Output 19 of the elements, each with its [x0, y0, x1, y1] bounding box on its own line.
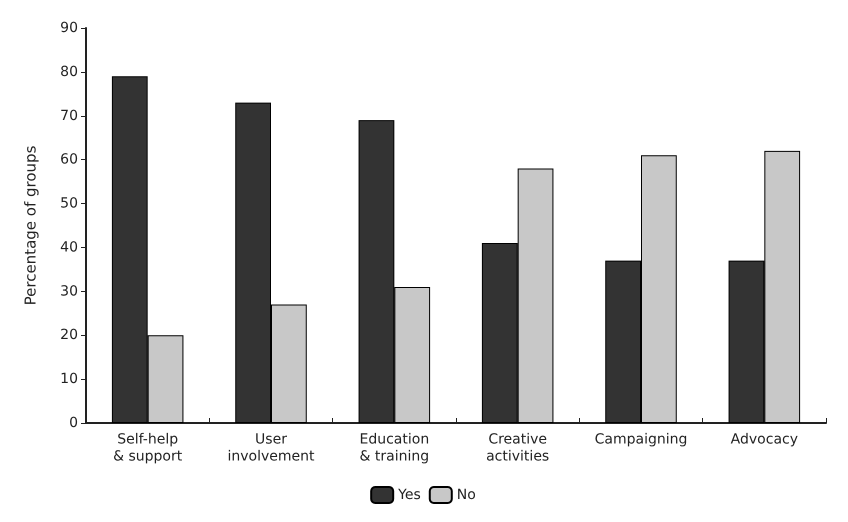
- y-tick-label: 40: [60, 239, 78, 256]
- legend-label: No: [456, 487, 476, 503]
- x-tick-label: Self-help & support: [113, 432, 183, 464]
- y-tick-label: 90: [60, 20, 78, 36]
- y-tick-label: 70: [60, 108, 78, 124]
- x-tick-label: Education & training: [359, 432, 430, 464]
- y-tick-label: 0: [69, 415, 78, 431]
- x-tick-label: User involvement: [227, 432, 316, 464]
- y-tick-label: 80: [60, 64, 78, 80]
- x-tick-label: Creative activities: [486, 432, 550, 464]
- y-tick-label: 10: [60, 371, 78, 388]
- x-tick-label: Campaigning: [594, 432, 688, 448]
- y-tick-label: 20: [60, 327, 78, 344]
- y-tick-label: 60: [60, 152, 78, 168]
- y-tick-label: 30: [60, 283, 78, 300]
- y-axis-title: Percentage of groups: [22, 145, 40, 306]
- y-tick-label: 50: [60, 196, 78, 212]
- legend-label: Yes: [397, 487, 421, 503]
- x-tick-label: Advocacy: [730, 432, 798, 448]
